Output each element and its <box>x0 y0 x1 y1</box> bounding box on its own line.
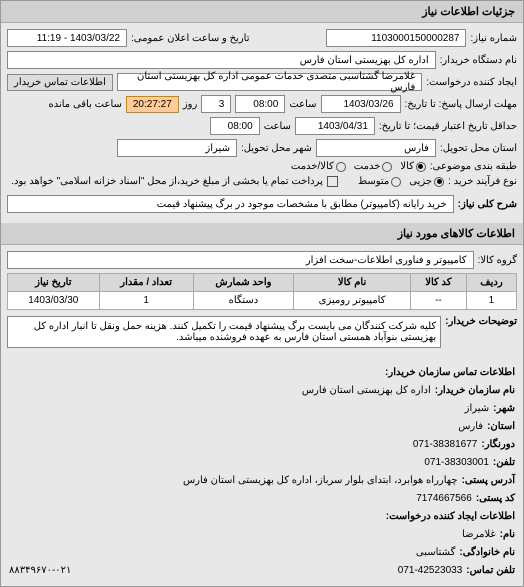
goods-group-value: کامپیوتر و فناوری اطلاعات-سخت افزار <box>7 251 474 269</box>
province-label: استان: <box>487 418 515 436</box>
response-time-value: 08:00 <box>235 95 285 113</box>
payment-checkbox[interactable] <box>327 176 338 187</box>
radio-partial[interactable]: جزیی <box>409 176 444 187</box>
payment-note: پرداخت تمام یا بخشی از مبلغ خرید،از محل … <box>11 176 323 187</box>
budget-class-label: طبقه بندی موضوعی: <box>430 161 517 172</box>
radio-goods-label: کالا <box>400 161 414 172</box>
delivery-city-value: شیراز <box>117 139 237 157</box>
delivery-city-label: شهر محل تحویل: <box>241 143 312 154</box>
radio-dot-icon <box>434 177 444 187</box>
request-number-label: شماره نیاز: <box>470 33 517 44</box>
countdown-timer: 20:27:27 <box>126 96 179 113</box>
days-label: روز <box>183 99 198 110</box>
bottom-phone: ۸۸۳۴۹۶۷۰-۰۲۱ <box>9 562 71 580</box>
radio-goods-service-label: کالا/خدمت <box>291 161 334 172</box>
contact-phone-value: 071-42523033 <box>398 562 463 580</box>
details-panel: جزئیات اطلاعات نیاز شماره نیاز: 11030001… <box>0 0 524 587</box>
validity-time-value: 08:00 <box>210 117 260 135</box>
goods-table: ردیف کد کالا نام کالا واحد شمارش تعداد /… <box>7 273 517 310</box>
city-label: شهر: <box>493 400 515 418</box>
org-value: اداره کل بهزیستی استان فارس <box>302 382 431 400</box>
goods-group-label: گروه کالا: <box>478 255 517 266</box>
postal-address-label: آدرس پستی: <box>462 472 515 490</box>
creator-info-title: اطلاعات ایجاد کننده درخواست: <box>386 508 515 526</box>
cell-row: 1 <box>466 292 516 310</box>
radio-goods[interactable]: کالا <box>400 161 426 172</box>
radio-medium[interactable]: متوسط <box>358 176 401 187</box>
time-label-2: ساعت <box>264 121 291 132</box>
fax-value: 071-38381677 <box>413 436 478 454</box>
col-code: کد کالا <box>410 274 466 292</box>
cell-unit: دستگاه <box>193 292 294 310</box>
contact-phone-label: تلفن تماس: <box>466 562 515 580</box>
fax-label: دورنگار: <box>481 436 515 454</box>
radio-dot-icon <box>416 162 426 172</box>
buyer-notes-value: کلیه شرکت کنندگان می بایست برگ پیشنهاد ق… <box>7 316 441 348</box>
name-label: نام: <box>500 526 515 544</box>
general-desc-value: خرید رایانه (کامپیوتر) مطابق با مشخصات م… <box>7 195 454 213</box>
buyer-device-label: نام دستگاه خریدار: <box>440 55 517 66</box>
family-label: نام خانوادگی: <box>459 544 515 562</box>
col-name: نام کالا <box>294 274 411 292</box>
remaining-label: ساعت باقی مانده <box>48 99 121 110</box>
goods-section: گروه کالا: کامپیوتر و فناوری اطلاعات-سخت… <box>1 245 523 358</box>
buyer-notes-label: توضیحات خریدار: <box>445 316 517 327</box>
panel-title: جزئیات اطلاعات نیاز <box>1 1 523 23</box>
category-radio-group: کالا خدمت کالا/خدمت <box>291 161 426 172</box>
radio-service[interactable]: خدمت <box>354 161 393 172</box>
response-date-value: 1403/03/26 <box>321 95 401 113</box>
radio-partial-label: جزیی <box>409 176 432 187</box>
phone-value: 071-38303001 <box>424 454 489 472</box>
general-desc-label: شرح کلی نیاز: <box>458 199 517 210</box>
creator-label: ایجاد کننده درخواست: <box>426 77 517 88</box>
postal-code-label: کد پستی: <box>476 490 515 508</box>
col-qty: تعداد / مقدار <box>99 274 193 292</box>
postal-address-value: چهارراه هوابرد، ابتدای بلوار سرباز، ادار… <box>183 472 458 490</box>
purchase-type-label: نوع فرآیند خرید : <box>448 176 517 187</box>
validity-date-value: 1403/04/31 <box>295 117 375 135</box>
time-label-1: ساعت <box>289 99 316 110</box>
org-label: نام سازمان خریدار: <box>435 382 515 400</box>
announce-datetime-label: تاریخ و ساعت اعلان عمومی: <box>131 33 250 44</box>
table-header-row: ردیف کد کالا نام کالا واحد شمارش تعداد /… <box>8 274 517 292</box>
contact-section-title: اطلاعات تماس سازمان خریدار: <box>385 364 515 382</box>
col-row: ردیف <box>466 274 516 292</box>
main-fields-section: شماره نیاز: 1103000150000287 تاریخ و ساع… <box>1 23 523 223</box>
radio-medium-label: متوسط <box>358 176 389 187</box>
col-date: تاریخ نیاز <box>8 274 100 292</box>
purchase-type-radio-group: جزیی متوسط <box>358 176 444 187</box>
city-value: شیراز <box>465 400 490 418</box>
days-value: 3 <box>201 95 231 113</box>
cell-date: 1403/03/30 <box>8 292 100 310</box>
delivery-province-value: فارس <box>316 139 436 157</box>
buyer-device-value: اداره کل بهزیستی استان فارس <box>7 51 436 69</box>
validity-label: حداقل تاریخ اعتبار قیمت؛ تا تاریخ: <box>379 121 517 132</box>
contact-link-button[interactable]: اطلاعات تماس خریدار <box>7 74 113 91</box>
goods-info-title: اطلاعات کالاهای مورد نیاز <box>1 223 523 245</box>
table-row[interactable]: 1 -- کامپیوتر رومیزی دستگاه 1 1403/03/30 <box>8 292 517 310</box>
phone-label: تلفن: <box>493 454 515 472</box>
radio-dot-icon <box>336 162 346 172</box>
radio-dot-icon <box>391 177 401 187</box>
radio-service-label: خدمت <box>354 161 381 172</box>
col-unit: واحد شمارش <box>193 274 294 292</box>
radio-goods-service[interactable]: کالا/خدمت <box>291 161 346 172</box>
contact-info-section: اطلاعات تماس سازمان خریدار: نام سازمان خ… <box>1 358 523 586</box>
response-deadline-label: مهلت ارسال پاسخ: تا تاریخ: <box>405 99 517 110</box>
request-number-value: 1103000150000287 <box>326 29 466 47</box>
province-value: فارس <box>458 418 483 436</box>
announce-datetime-value: 1403/03/22 - 11:19 <box>7 29 127 47</box>
cell-code: -- <box>410 292 466 310</box>
radio-dot-icon <box>382 162 392 172</box>
family-value: گشتاسبی <box>416 544 455 562</box>
cell-name: کامپیوتر رومیزی <box>294 292 411 310</box>
delivery-province-label: استان محل تحویل: <box>440 143 517 154</box>
name-value: غلامرضا <box>462 526 496 544</box>
creator-value: غلامرضا گشتاسبی متصدی خدمات عمومی اداره … <box>117 73 422 91</box>
cell-qty: 1 <box>99 292 193 310</box>
postal-code-value: 7174667566 <box>416 490 472 508</box>
